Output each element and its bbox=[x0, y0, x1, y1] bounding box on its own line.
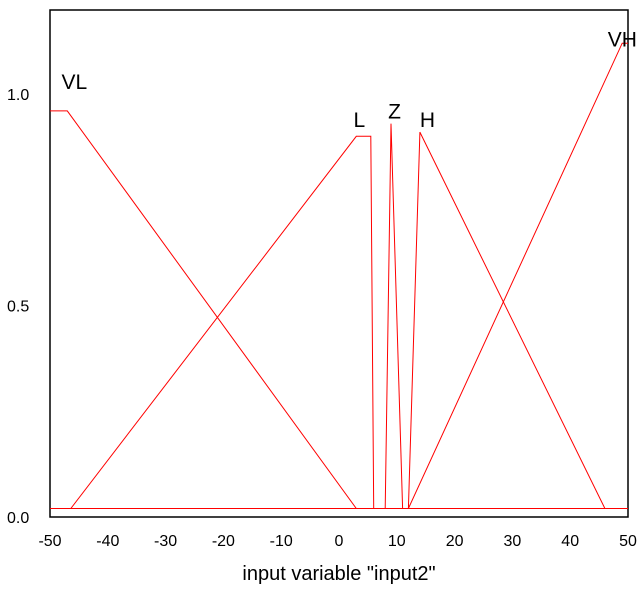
x-tick-label: 10 bbox=[388, 533, 406, 550]
plot-frame bbox=[49, 9, 629, 518]
series-line-z bbox=[50, 123, 628, 509]
series-label-z: Z bbox=[388, 101, 401, 124]
series-label-vl: VL bbox=[62, 71, 88, 94]
series-label-vh: VH bbox=[608, 29, 637, 52]
x-tick-label: -30 bbox=[154, 533, 177, 550]
x-axis-title: input variable "input2" bbox=[242, 563, 435, 585]
series-line-vh bbox=[50, 42, 628, 509]
x-axis-ticks: -50 -40 -30 -20 -10 0 10 20 30 40 50 bbox=[38, 533, 637, 550]
series-label-l: L bbox=[353, 109, 365, 132]
x-tick-label: -40 bbox=[96, 533, 119, 550]
x-tick-label: -20 bbox=[212, 533, 235, 550]
membership-curves bbox=[50, 42, 628, 509]
y-axis-ticks: 0.0 0.5 1.0 bbox=[7, 87, 29, 527]
x-tick-label: -10 bbox=[270, 533, 293, 550]
x-tick-label: -50 bbox=[38, 533, 61, 550]
series-line-h bbox=[50, 131, 628, 509]
y-tick-label: 1.0 bbox=[7, 87, 29, 104]
series-label-h: H bbox=[420, 109, 435, 132]
x-tick-label: 50 bbox=[619, 533, 637, 550]
x-tick-label: 30 bbox=[504, 533, 522, 550]
series-labels: VL L Z H VH bbox=[62, 29, 637, 132]
y-tick-label: 0.5 bbox=[7, 299, 29, 316]
x-tick-label: 0 bbox=[335, 533, 344, 550]
series-line-l bbox=[50, 135, 628, 509]
x-tick-label: 40 bbox=[561, 533, 579, 550]
series-line-vl bbox=[50, 110, 628, 509]
y-tick-label: 0.0 bbox=[7, 510, 29, 527]
x-tick-label: 20 bbox=[446, 533, 464, 550]
